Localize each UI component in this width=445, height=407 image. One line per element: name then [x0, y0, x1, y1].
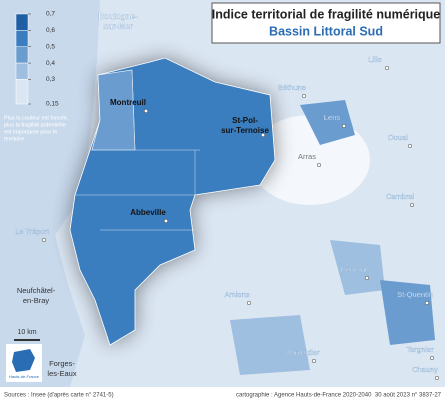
footer-credit: cartographie : Agence Hauts-de-France 20… — [236, 393, 372, 399]
legend-note: plus la fragilité potentielle — [4, 122, 66, 128]
place-label: Béthune — [278, 83, 306, 92]
legend-note: est importante pour le — [4, 129, 57, 135]
place-dot — [409, 202, 415, 208]
subtitle: Bassin Littoral Sud — [269, 24, 383, 38]
legend-label: 0,3 — [46, 76, 55, 83]
place-label: Montdidier — [284, 348, 320, 357]
basin — [69, 57, 276, 346]
legend-label: 0,4 — [46, 60, 55, 67]
place-label: Cambrai — [386, 192, 415, 201]
place-dot — [41, 237, 47, 243]
place-label: St-Quentin — [397, 290, 433, 299]
footer-source: Sources : Insee (d'après carte n° 2741-5… — [4, 393, 114, 399]
place-dot — [163, 218, 169, 224]
footer — [0, 387, 445, 402]
place-label: Amiens — [224, 290, 249, 299]
district — [300, 100, 355, 145]
place-label: Montreuil — [110, 98, 146, 107]
place-dot — [316, 162, 322, 168]
place-dot — [246, 300, 252, 306]
place-label: les-Eaux — [47, 369, 76, 378]
legend-swatch — [15, 79, 29, 105]
place-label: Neufchâtel- — [17, 286, 56, 295]
place-dot — [429, 355, 435, 361]
district — [330, 240, 385, 295]
places: Boulogne-sur-Mer Montreuil St-Pol-sur-Tern… — [15, 12, 440, 381]
place-dot — [341, 123, 347, 129]
place-dot — [384, 65, 390, 71]
place-dot — [260, 132, 266, 138]
place-label: Péronne — [341, 265, 369, 274]
place-label: Le Tréport — [15, 227, 50, 236]
place-label: Lille — [368, 55, 381, 64]
place-dot — [311, 358, 317, 364]
legend-label: 0,6 — [46, 27, 55, 34]
legend-label: 0,15 — [46, 101, 59, 108]
place-dot — [143, 108, 149, 114]
place-label: Chauny — [412, 365, 438, 374]
place-label: Douai — [388, 133, 408, 142]
legend-note: Plus la couleur est foncée, — [4, 115, 69, 121]
place-label: Boulogne- — [98, 12, 138, 21]
legend-swatch — [15, 30, 29, 47]
place-label: sur-Mer — [103, 22, 132, 31]
place-label: en-Bray — [23, 296, 50, 305]
legend-swatch — [15, 62, 29, 80]
place-label: Abbeville — [130, 208, 166, 217]
legend-label: 0,7 — [46, 11, 55, 18]
place-dot — [424, 300, 430, 306]
place-dot — [407, 143, 413, 149]
place-label: sur-Ternoise — [221, 126, 269, 135]
district — [230, 315, 310, 375]
legend-swatch — [15, 13, 29, 31]
legend: 0,7 0,6 0,5 0,4 0,3 0,15 Plus la couleur est f… — [4, 11, 69, 143]
place-label: Lens — [324, 113, 341, 122]
place-dot — [434, 375, 440, 381]
place-dot — [301, 93, 307, 99]
place-label: Tergnier — [406, 345, 434, 354]
footer-date: 30 août 2023 n° 3837-27 — [375, 393, 442, 399]
district — [380, 280, 435, 345]
place-label: Arras — [298, 152, 316, 161]
title: Indice territorial de fragilité numériqu… — [212, 7, 441, 21]
legend-swatch — [15, 46, 29, 64]
place-label: Forges- — [49, 359, 75, 368]
place-dot — [364, 275, 370, 281]
title-box — [211, 2, 441, 44]
legend-label: 0,5 — [46, 43, 55, 50]
logo-text: Hauts-de-France — [9, 374, 40, 379]
logo-shape — [12, 349, 35, 372]
legend-note: territoire — [4, 136, 24, 142]
scale-label: 10 km — [17, 329, 36, 336]
place-label: St-Pol- — [232, 116, 258, 125]
